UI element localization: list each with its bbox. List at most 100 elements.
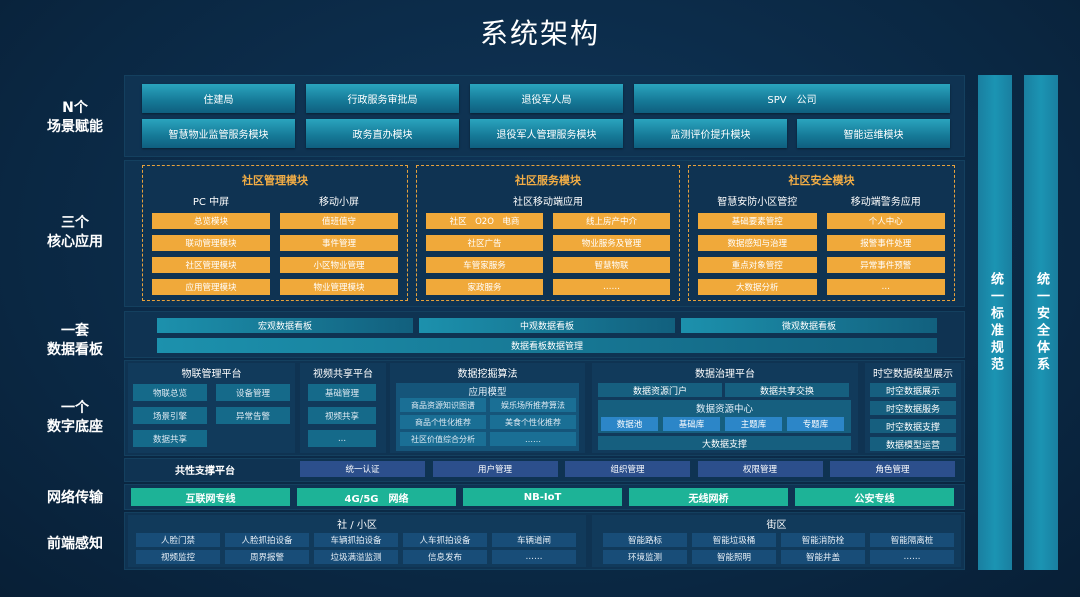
common-item[interactable]: 统一认证 (300, 461, 425, 477)
iot-item[interactable]: 异常告警 (216, 407, 290, 424)
core-item[interactable]: 异常事件预警 (826, 257, 945, 273)
governance-item[interactable]: 数据共享交换 (725, 383, 849, 397)
street-device[interactable]: 环境监测 (603, 550, 687, 564)
core-item[interactable]: 小区物业管理 (280, 257, 398, 273)
iot-item[interactable]: 设备管理 (216, 384, 290, 401)
core-column-title: PC 中屏 (192, 196, 230, 208)
big-data-support[interactable]: 大数据支撑 (598, 436, 851, 450)
community-device[interactable]: …… (492, 550, 576, 564)
core-item[interactable]: …… (553, 279, 670, 295)
board-item[interactable]: 微观数据看板 (681, 318, 937, 333)
model-item[interactable]: 娱乐场所推荐算法 (490, 398, 576, 412)
street-device[interactable]: 智能照明 (692, 550, 776, 564)
street-title: 街区 (766, 519, 787, 531)
iot-item[interactable]: 物联总览 (133, 384, 207, 401)
scene-item[interactable]: 住建局 (142, 84, 295, 113)
layer-label-line: 数字底座 (47, 418, 103, 435)
network-item[interactable]: NB-IoT (463, 488, 622, 506)
spatial-item[interactable]: 时空数据支撑 (870, 419, 956, 433)
board-data-management[interactable]: 数据看板数据管理 (157, 338, 937, 353)
resource-library[interactable]: 主题库 (725, 417, 782, 431)
core-item[interactable]: 总览模块 (152, 213, 270, 229)
street-device[interactable]: 智能消防栓 (781, 533, 865, 547)
spatial-item[interactable]: 数据模型运营 (870, 437, 956, 451)
core-item[interactable]: 物业服务及管理 (553, 235, 670, 251)
core-item[interactable]: 个人中心 (826, 213, 945, 229)
network-item[interactable]: 互联网专线 (131, 488, 290, 506)
community-device[interactable]: 信息发布 (403, 550, 487, 564)
core-item[interactable]: … (826, 279, 945, 295)
iot-item[interactable]: 场景引擎 (133, 407, 207, 424)
model-item[interactable]: 商品资源知识图谱 (400, 398, 486, 412)
community-device[interactable]: 视频监控 (136, 550, 220, 564)
governance-item[interactable]: 数据资源门户 (598, 383, 722, 397)
network-item[interactable]: 4G/5G 网络 (297, 488, 456, 506)
core-item[interactable]: 大数据分析 (698, 279, 817, 295)
spatial-item[interactable]: 时空数据服务 (870, 401, 956, 415)
core-item[interactable]: 基础要素管控 (698, 213, 817, 229)
core-item[interactable]: 社区管理模块 (152, 257, 270, 273)
scene-module[interactable]: 智慧物业监管服务模块 (142, 119, 295, 148)
video-item[interactable]: ... (308, 430, 376, 447)
model-item[interactable]: …… (490, 432, 576, 446)
resource-library[interactable]: 专题库 (787, 417, 844, 431)
video-item[interactable]: 基础管理 (308, 384, 376, 401)
community-device[interactable]: 周界报警 (225, 550, 309, 564)
scene-item[interactable]: 行政服务审批局 (306, 84, 459, 113)
scene-module[interactable]: 智能运维模块 (797, 119, 950, 148)
core-item[interactable]: 智慧物联 (553, 257, 670, 273)
layer-label-line: 场景赋能 (47, 118, 103, 135)
common-item[interactable]: 权限管理 (697, 461, 823, 477)
scene-item[interactable]: 退役军人局 (470, 84, 623, 113)
community-device[interactable]: 垃圾满溢监测 (314, 550, 398, 564)
common-item[interactable]: 组织管理 (565, 461, 690, 477)
street-device[interactable]: 智能路标 (603, 533, 687, 547)
street-device[interactable]: 智能垃圾桶 (692, 533, 776, 547)
community-device[interactable]: 人脸门禁 (136, 533, 220, 547)
board-item[interactable]: 宏观数据看板 (157, 318, 413, 333)
core-item[interactable]: 重点对象管控 (698, 257, 817, 273)
layer-label-line: 数据看板 (47, 341, 103, 358)
scene-module[interactable]: 监测评价提升模块 (634, 119, 787, 148)
model-item[interactable]: 美食个性化推荐 (490, 415, 576, 429)
resource-library[interactable]: 基础库 (663, 417, 720, 431)
core-item[interactable]: 事件管理 (280, 235, 398, 251)
street-device[interactable]: 智能隔离桩 (870, 533, 954, 547)
core-module-box (416, 165, 680, 301)
model-item[interactable]: 商品个性化推荐 (400, 415, 486, 429)
core-item[interactable]: 值班值守 (280, 213, 398, 229)
iot-item[interactable]: 数据共享 (133, 430, 207, 447)
core-item[interactable]: 数据感知与治理 (698, 235, 817, 251)
core-item[interactable]: 物业管理模块 (280, 279, 398, 295)
community-device[interactable]: 人脸抓拍设备 (225, 533, 309, 547)
core-item[interactable]: 家政服务 (426, 279, 543, 295)
layer-label-line: 网络传输 (47, 489, 103, 506)
layer-label-line: 一套 (61, 322, 89, 339)
core-item[interactable]: 线上房产中介 (553, 213, 670, 229)
core-item[interactable]: 社区 O2O 电商 (426, 213, 543, 229)
model-item[interactable]: 社区价值综合分析 (400, 432, 486, 446)
network-item[interactable]: 无线网桥 (629, 488, 788, 506)
board-item[interactable]: 中观数据看板 (419, 318, 675, 333)
scene-module[interactable]: 退役军人管理服务模块 (470, 119, 623, 148)
core-item[interactable]: 社区广告 (426, 235, 543, 251)
video-item[interactable]: 视频共享 (308, 407, 376, 424)
core-item[interactable]: 车管家服务 (426, 257, 543, 273)
network-item[interactable]: 公安专线 (795, 488, 954, 506)
community-device[interactable]: 车辆道闸 (492, 533, 576, 547)
core-module-box (142, 165, 408, 301)
community-device[interactable]: 人车抓拍设备 (403, 533, 487, 547)
street-device[interactable]: 智能井盖 (781, 550, 865, 564)
core-column-title: 智慧安防小区管控 (717, 196, 798, 208)
common-item[interactable]: 用户管理 (432, 461, 558, 477)
scene-module[interactable]: 政务直办模块 (306, 119, 459, 148)
core-item[interactable]: 报警事件处理 (826, 235, 945, 251)
core-item[interactable]: 应用管理模块 (152, 279, 270, 295)
community-device[interactable]: 车辆抓拍设备 (314, 533, 398, 547)
street-device[interactable]: …… (870, 550, 954, 564)
common-item[interactable]: 角色管理 (830, 461, 955, 477)
resource-library[interactable]: 数据池 (601, 417, 658, 431)
scene-item[interactable]: SPV 公司 (634, 84, 950, 113)
core-item[interactable]: 联动管理模块 (152, 235, 270, 251)
spatial-item[interactable]: 时空数据展示 (870, 383, 956, 397)
